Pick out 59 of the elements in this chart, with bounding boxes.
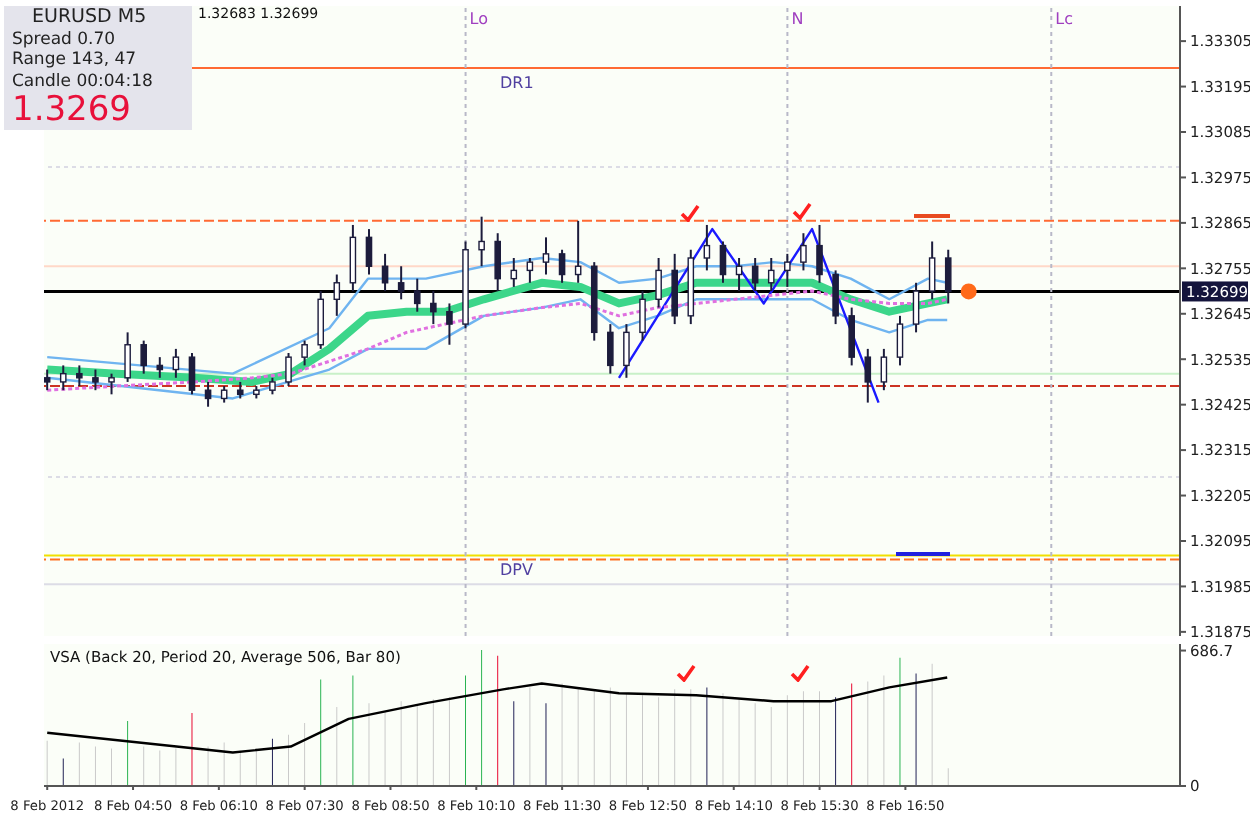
candlestick <box>623 323 630 379</box>
candlestick <box>719 240 727 284</box>
candlestick <box>301 339 308 367</box>
candlestick <box>204 380 212 408</box>
annotation: Candle 00:04:18 <box>12 71 155 92</box>
annotation: Spread 0.70 <box>12 29 118 50</box>
candlestick <box>671 252 678 326</box>
candlestick <box>349 223 357 293</box>
candlestick <box>92 368 99 392</box>
candlestick <box>928 240 936 301</box>
candlestick <box>639 290 646 342</box>
candlestick <box>896 314 904 367</box>
candlestick <box>526 257 534 284</box>
candlestick <box>800 232 807 272</box>
candlestick <box>430 290 437 326</box>
candlestick <box>912 281 920 334</box>
candlestick <box>140 339 148 375</box>
ref-line-label: DR1 <box>500 73 534 92</box>
candlestick <box>784 252 791 288</box>
ref-line-label: Lc <box>1055 10 1073 28</box>
line-series <box>617 227 880 404</box>
candlestick <box>558 248 566 284</box>
annotation: 1.3269 <box>12 90 133 130</box>
candlestick <box>76 364 83 388</box>
candlestick <box>59 364 67 392</box>
candlestick <box>333 273 341 317</box>
candlestick <box>864 347 872 404</box>
candlestick <box>156 356 164 379</box>
candlestick <box>478 215 485 268</box>
candlestick <box>188 352 196 396</box>
candlestick <box>832 269 839 326</box>
candlestick <box>542 236 550 276</box>
candlestick <box>285 352 292 388</box>
ref-line-label: DPV <box>500 561 534 580</box>
candlestick <box>655 257 662 309</box>
chart-title: EURUSD M5 <box>30 6 149 29</box>
candlestick <box>397 265 405 301</box>
candlestick <box>816 223 823 284</box>
candlestick <box>317 290 325 350</box>
line-series <box>46 256 949 375</box>
candlestick <box>848 306 855 367</box>
candlestick <box>124 331 131 383</box>
annotation: Range 143, 47 <box>12 50 139 71</box>
candlestick <box>365 228 373 276</box>
ref-line-label: Lo <box>469 10 489 28</box>
line-series <box>46 676 949 754</box>
candlestick <box>880 347 888 392</box>
candlestick <box>767 257 775 293</box>
candlestick <box>607 323 614 375</box>
candlestick <box>510 257 518 288</box>
candlestick <box>944 248 952 305</box>
candlestick <box>494 232 501 293</box>
candlestick <box>172 347 180 379</box>
ref-line-label: N <box>791 10 804 28</box>
candlestick <box>44 368 51 392</box>
candlestick <box>703 223 711 272</box>
candlestick <box>108 372 115 396</box>
candlestick <box>413 277 421 313</box>
candlestick <box>446 302 453 346</box>
